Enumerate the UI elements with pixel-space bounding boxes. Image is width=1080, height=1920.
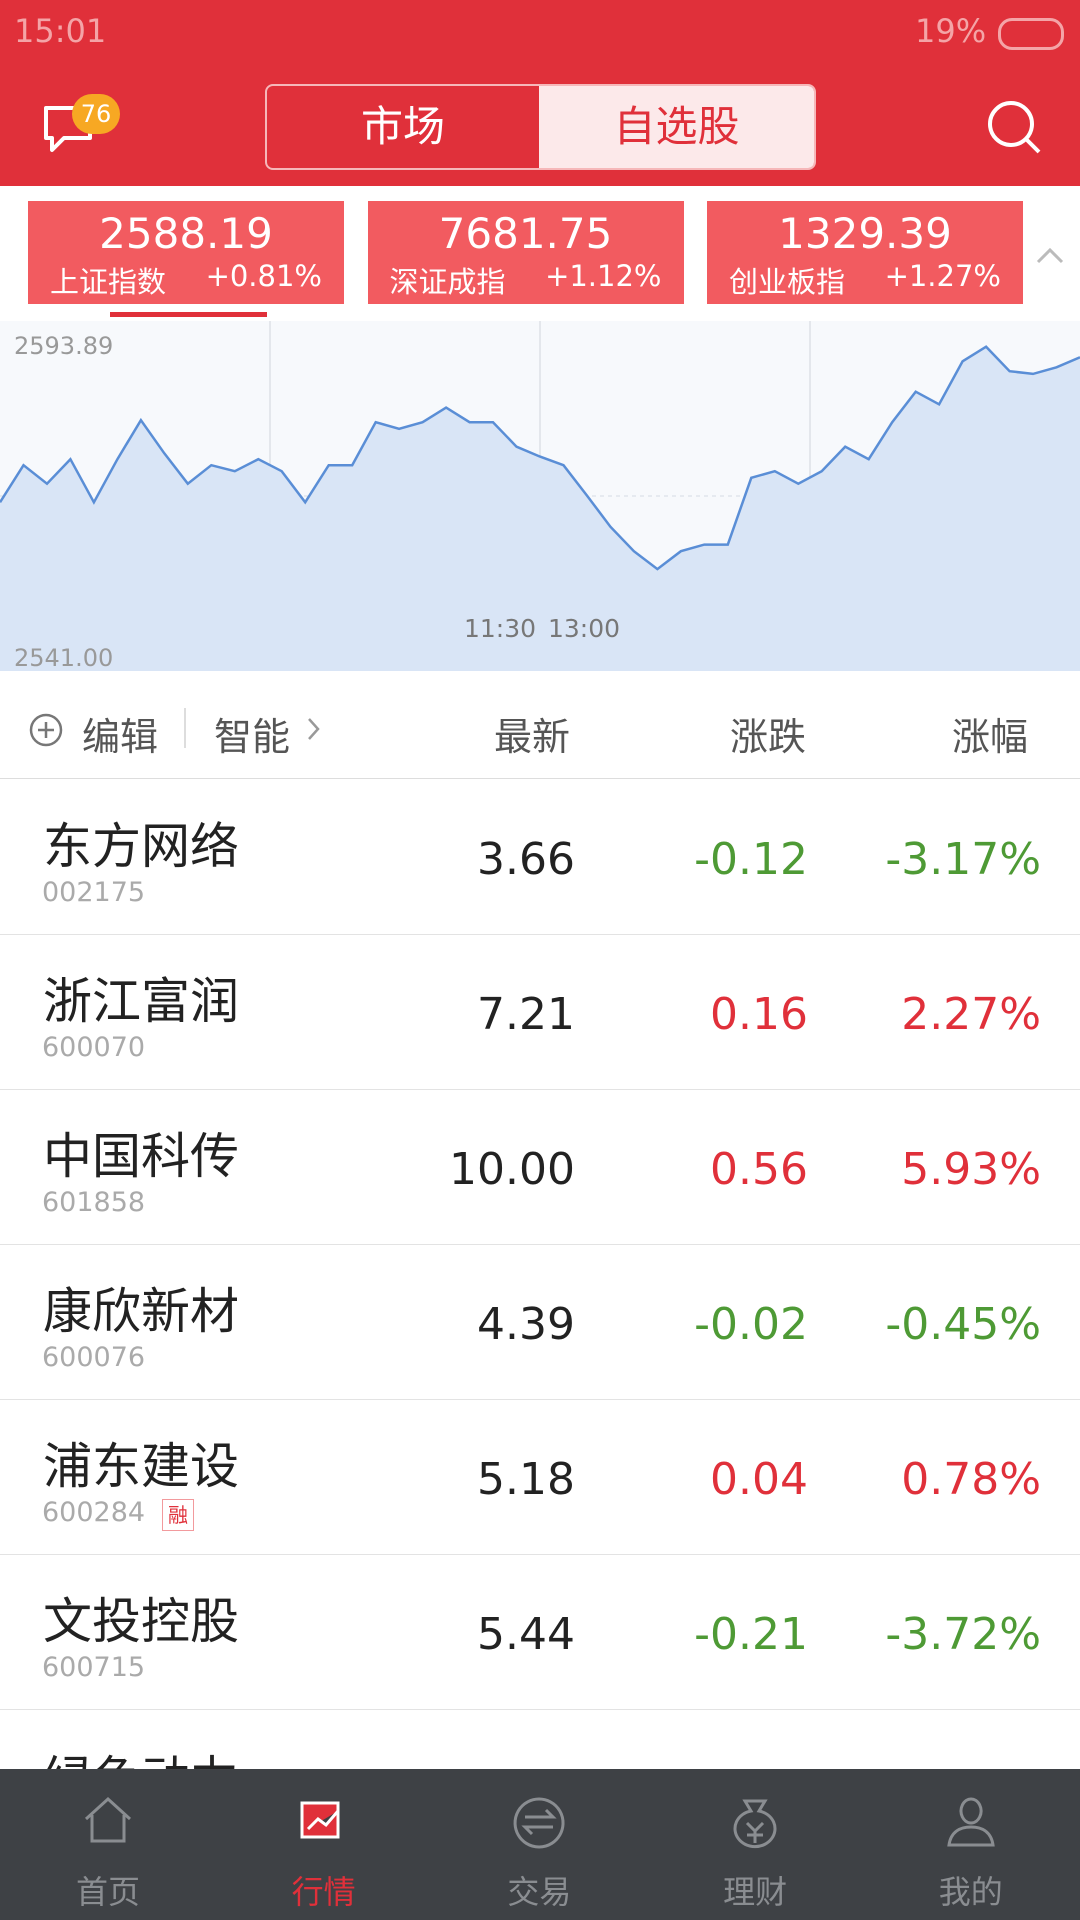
- col-latest[interactable]: 最新: [493, 715, 570, 759]
- add-icon[interactable]: [28, 712, 64, 748]
- tab-active[interactable]: 自选股: [539, 86, 814, 168]
- divider: [184, 708, 186, 748]
- latest: 4.39: [477, 1299, 575, 1350]
- index-value: 2588.19: [99, 209, 273, 258]
- pct: 0.78%: [901, 1454, 1041, 1505]
- battery: 19%: [915, 12, 987, 50]
- index-name: 深证成指: [389, 265, 506, 299]
- nav-icon[interactable]: [294, 1793, 354, 1853]
- index-value: 7681.75: [438, 209, 613, 258]
- nav-icon[interactable]: [78, 1793, 138, 1853]
- index-value: 1329.39: [778, 209, 952, 258]
- nav-item[interactable]: 首页: [75, 1873, 140, 1911]
- tag: 融: [162, 1499, 194, 1531]
- stock-row[interactable]: 文投控股 600715 5.44 -0.21 -3.72%: [0, 1554, 1080, 1710]
- nav-icon[interactable]: [725, 1793, 785, 1853]
- change: 0.04: [710, 1454, 808, 1505]
- price-area: [0, 346, 1080, 671]
- latest: 10.00: [449, 1144, 575, 1195]
- change: -0.12: [694, 834, 808, 885]
- stock-code: 600076: [42, 1342, 146, 1373]
- index-change: +0.81%: [205, 259, 322, 293]
- icon-shape: [733, 1799, 777, 1849]
- stock-row[interactable]: 东方网络 002175 3.66 -0.12 -3.17%: [0, 779, 1080, 935]
- segmented-control: 市场 自选股: [265, 84, 816, 170]
- stock-code: 600715: [42, 1652, 146, 1683]
- index-change: +1.12%: [545, 259, 662, 293]
- bottom-nav: 首页 行情 交易 理财 我的: [0, 1769, 1080, 1920]
- x-tick-label: 13:00: [548, 614, 620, 643]
- status-time: 15:01: [14, 12, 107, 50]
- card-indicator: [110, 312, 267, 317]
- icon-shape: [513, 1797, 565, 1849]
- icon-shape: [84, 1796, 132, 1843]
- y-tick-label: 2593.89: [14, 332, 113, 360]
- stock-name: 东方网络: [43, 818, 240, 875]
- pct: 5.93%: [901, 1144, 1041, 1195]
- header: 15:01 19% 76 市场 自选股: [0, 0, 1080, 186]
- stock-code: 600284: [42, 1497, 146, 1528]
- index-card[interactable]: 7681.75 深证成指 +1.12%: [367, 201, 684, 304]
- icon-shape: [947, 1797, 995, 1847]
- change: 0.56: [710, 1144, 808, 1195]
- col-pct[interactable]: 涨幅: [951, 715, 1028, 759]
- nav-item-active[interactable]: 行情: [291, 1873, 356, 1911]
- smart[interactable]: 智能: [214, 715, 291, 759]
- icon-shape: [300, 1801, 340, 1839]
- nav-icon[interactable]: [941, 1793, 1001, 1853]
- nav-icon[interactable]: [509, 1793, 569, 1853]
- x-tick-label: 11:30: [464, 614, 536, 643]
- index-change: +1.27%: [884, 259, 1001, 293]
- stock-code: 600070: [42, 1032, 146, 1063]
- change: 0.16: [710, 989, 808, 1040]
- intraday-chart: 2593.89 2541.00 11:30 13:00: [0, 321, 1080, 671]
- latest: 5.18: [477, 1454, 575, 1505]
- table-header: 编辑 智能 最新 涨跌 涨幅: [0, 680, 1080, 779]
- stock-name: 康欣新材: [43, 1283, 240, 1340]
- collapse-icon[interactable]: [1035, 246, 1065, 266]
- latest: 3.66: [477, 834, 575, 885]
- change: -0.02: [694, 1299, 808, 1350]
- index-card[interactable]: 2588.19 上证指数 +0.81%: [28, 201, 344, 304]
- index-card[interactable]: 1329.39 创业板指 +1.27%: [707, 201, 1023, 304]
- stock-row[interactable]: 中国科传 601858 10.00 0.56 5.93%: [0, 1089, 1080, 1245]
- stock-name: 中国科传: [43, 1128, 240, 1185]
- pct: -0.45%: [885, 1299, 1041, 1350]
- stock-name: 浦东建设: [43, 1438, 240, 1495]
- badge: 76: [72, 94, 120, 134]
- tab[interactable]: 市场: [360, 102, 445, 151]
- y-tick-label: 2541.00: [14, 644, 113, 671]
- pct: -3.17%: [885, 834, 1041, 885]
- latest: 5.44: [477, 1609, 575, 1660]
- nav-item[interactable]: 交易: [507, 1873, 572, 1911]
- stock-row[interactable]: 浦东建设 600284 融 5.18 0.04 0.78%: [0, 1399, 1080, 1555]
- change: -0.21: [694, 1609, 808, 1660]
- stock-name: 浙江富润: [43, 973, 240, 1030]
- chevron: [308, 718, 320, 740]
- pct: -3.72%: [885, 1609, 1041, 1660]
- price-line: [0, 345, 1080, 571]
- pct: 2.27%: [901, 989, 1041, 1040]
- stock-code: 002175: [42, 877, 146, 908]
- nav-item[interactable]: 我的: [938, 1873, 1003, 1911]
- latest: 7.21: [477, 989, 575, 1040]
- stock-name: 文投控股: [43, 1593, 240, 1650]
- stock-code: 601858: [42, 1187, 146, 1218]
- battery-icon: [998, 18, 1064, 50]
- index-name: 上证指数: [50, 265, 167, 299]
- edit[interactable]: 编辑: [82, 715, 159, 759]
- nav-item[interactable]: 理财: [723, 1873, 788, 1911]
- index-name: 创业板指: [729, 265, 846, 299]
- col-change[interactable]: 涨跌: [729, 715, 806, 759]
- stock-row[interactable]: 康欣新材 600076 4.39 -0.02 -0.45%: [0, 1244, 1080, 1400]
- search-icon[interactable]: [985, 98, 1045, 158]
- stock-row[interactable]: 浙江富润 600070 7.21 0.16 2.27%: [0, 934, 1080, 1090]
